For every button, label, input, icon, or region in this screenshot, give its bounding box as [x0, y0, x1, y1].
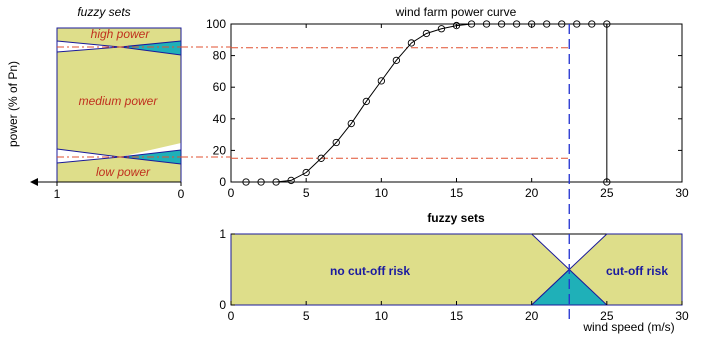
- cutoff-risk-label: cut-off risk: [606, 264, 668, 278]
- wind-x-tick-label: 0: [228, 309, 235, 323]
- power-curve-point: [452, 21, 461, 30]
- y-tick-label: 100: [206, 17, 226, 31]
- power-curve-point: [512, 20, 521, 28]
- power-curve-point: [558, 20, 566, 28]
- high-power-region: [57, 28, 181, 47]
- medium-power-region: [57, 47, 181, 157]
- wind-x-tick-label: 25: [600, 309, 614, 323]
- y-tick-label: 0: [219, 175, 226, 189]
- power-curve-point: [347, 119, 355, 128]
- power-curve-point: [588, 20, 596, 28]
- power-curve-point: [287, 176, 295, 185]
- power-curve-point: [332, 138, 340, 147]
- power-curve-title: wind farm power curve: [395, 5, 517, 19]
- medium-power-label: medium power: [79, 94, 159, 108]
- power-curve-panel: wind farm power curve 0 5 10 15 20 25 30 0 20 40 6…: [206, 5, 689, 200]
- power-curve-series: [242, 20, 611, 186]
- y-tick-label: 80: [213, 49, 227, 63]
- power-curve-point: [242, 178, 250, 186]
- x-tick-label: 25: [600, 186, 614, 200]
- y-tick-label: 20: [213, 143, 227, 157]
- high-power-right-fill: [120, 41, 181, 55]
- x-tick-label: 10: [375, 186, 389, 200]
- power-curve-reference-lines: [231, 47, 570, 159]
- power-curve-point: [603, 178, 611, 186]
- power-fuzzy-panel: fuzzy sets high power medium power low p…: [6, 5, 185, 201]
- power-curve-point: [573, 20, 581, 28]
- power-curve-point: [528, 20, 536, 28]
- power-curve-point: [377, 77, 385, 85]
- membership-tick-label-0: 0: [178, 187, 185, 201]
- power-curve-point: [543, 20, 551, 28]
- power-curve-point: [362, 97, 370, 106]
- power-curve-ticks: 0 5 10 15 20 25 30 0 20 40 60 80 100: [206, 17, 689, 200]
- power-curve-point: [407, 39, 416, 47]
- power-curve-point: [437, 25, 446, 33]
- power-curve-point: [392, 56, 401, 64]
- wind-x-tick-label: 15: [450, 309, 464, 323]
- power-curve-point: [603, 20, 611, 28]
- wind-fuzzy-ticks: 0 5 10 15 20 25 30 0 1: [219, 227, 689, 323]
- wind-x-tick-label: 30: [675, 309, 689, 323]
- power-curve-point: [482, 20, 491, 28]
- wind-x-tick-label: 20: [525, 309, 539, 323]
- power-axis-label: power (% of Pn): [6, 61, 20, 147]
- wind-speed-axis-label: wind speed (m/s): [582, 320, 674, 334]
- power-curve-point: [257, 178, 265, 186]
- power-curve-point: [317, 154, 325, 162]
- power-curve-point: [422, 29, 431, 38]
- x-tick-label: 15: [450, 186, 464, 200]
- no-cutoff-risk-label: no cut-off risk: [330, 264, 410, 278]
- x-tick-label: 30: [675, 186, 689, 200]
- power-curve-point: [272, 178, 280, 186]
- power-curve-point: [467, 20, 476, 28]
- no-cutoff-risk-region: [230, 233, 609, 306]
- power-curve-point: [497, 20, 506, 28]
- membership-tick-label-1: 1: [54, 187, 61, 201]
- y-tick-label: 40: [213, 112, 227, 126]
- x-tick-label: 5: [303, 186, 310, 200]
- x-tick-label: 0: [228, 186, 235, 200]
- wind-fuzzy-panel: fuzzy sets 0 5 10 15 20 25 30 0 1 no cut-off ris…: [219, 211, 689, 334]
- membership-axis-arrow: [30, 178, 38, 186]
- power-curve-point: [302, 168, 310, 177]
- wind-x-tick-label: 10: [375, 309, 389, 323]
- wind-y-tick-label: 0: [219, 298, 226, 312]
- y-tick-label: 60: [213, 80, 227, 94]
- wind-y-tick-label: 1: [219, 227, 226, 241]
- power-fuzzy-title: fuzzy sets: [77, 5, 130, 19]
- low-power-label: low power: [96, 165, 151, 179]
- low-power-region: [57, 157, 181, 182]
- wind-x-tick-label: 5: [303, 309, 310, 323]
- high-power-label: high power: [91, 27, 151, 41]
- wind-fuzzy-title: fuzzy sets: [427, 211, 485, 225]
- x-tick-label: 20: [525, 186, 539, 200]
